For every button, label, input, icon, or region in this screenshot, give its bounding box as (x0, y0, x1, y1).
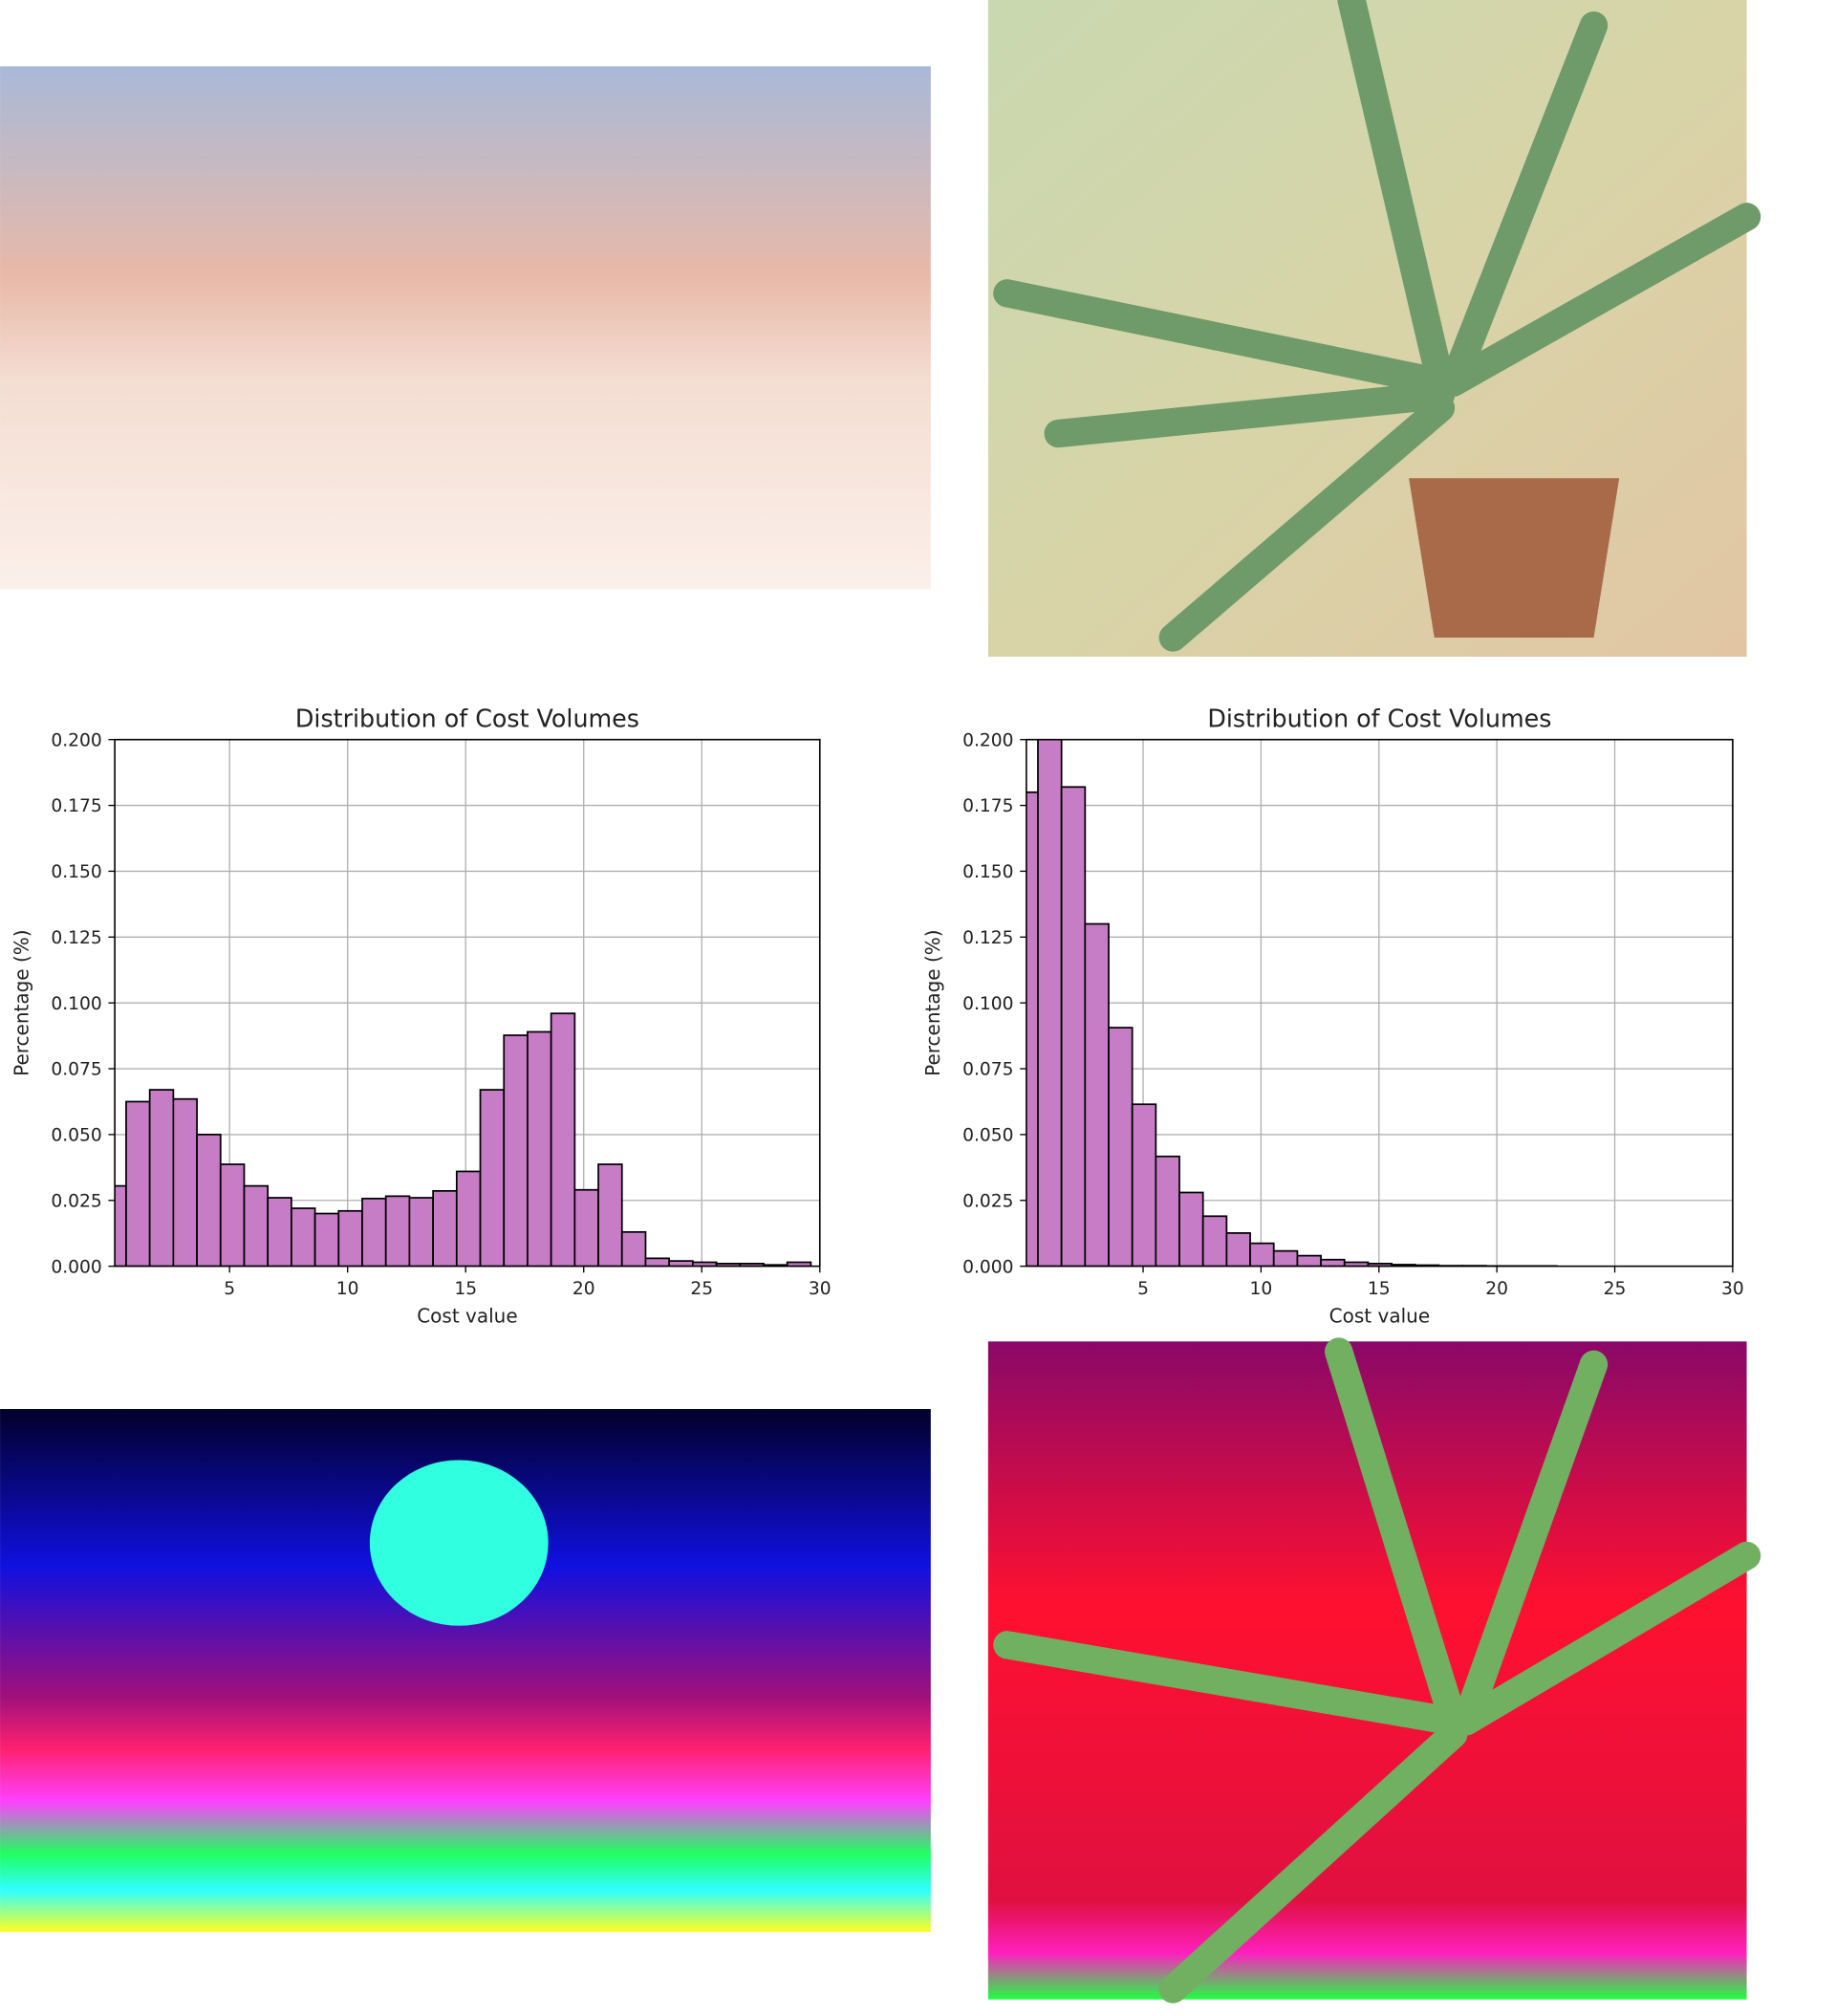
bar (1274, 1251, 1298, 1267)
x-tick-label: 15 (454, 1279, 477, 1299)
y-tick-label: 0.200 (962, 730, 1013, 750)
bar (1226, 1233, 1250, 1267)
bar (126, 1101, 150, 1266)
y-axis-label: Percentage (%) (10, 929, 32, 1075)
bar (645, 1258, 669, 1266)
bar (173, 1099, 197, 1267)
bar (338, 1211, 362, 1267)
bar (1321, 1260, 1345, 1267)
y-tick-label: 0.025 (962, 1191, 1013, 1211)
y-axis-label: Percentage (%) (921, 929, 944, 1075)
y-tick-label: 0.175 (962, 796, 1013, 816)
bar (1062, 787, 1086, 1266)
bar (362, 1199, 386, 1267)
y-tick-label: 0.075 (51, 1060, 101, 1080)
bar (574, 1190, 598, 1267)
bar (268, 1198, 292, 1267)
bar (1250, 1244, 1274, 1267)
bar (315, 1214, 339, 1267)
x-axis-label: Cost value (417, 1304, 517, 1327)
x-tick-label: 20 (572, 1279, 595, 1299)
y-tick-label: 0.125 (51, 928, 101, 948)
x-tick-label: 5 (1137, 1279, 1149, 1299)
bar (528, 1031, 551, 1266)
bar (409, 1198, 433, 1267)
y-tick-label: 0.075 (962, 1060, 1013, 1080)
x-tick-label: 5 (224, 1279, 235, 1299)
chart-title: Distribution of Cost Volumes (1207, 704, 1551, 732)
bar (292, 1208, 315, 1267)
y-tick-label: 0.150 (51, 862, 101, 882)
bar (1203, 1216, 1227, 1266)
bar (622, 1232, 646, 1267)
x-tick-label: 25 (690, 1279, 713, 1299)
y-tick-label: 0.050 (962, 1126, 1013, 1146)
bars (1014, 726, 1557, 1267)
bar (1297, 1256, 1321, 1267)
photo-desert (0, 66, 931, 589)
bar (1179, 1192, 1203, 1266)
bar (1085, 924, 1109, 1267)
x-tick-label: 25 (1604, 1279, 1627, 1299)
x-tick-label: 30 (1721, 1279, 1744, 1299)
bar (1109, 1028, 1133, 1267)
bar (150, 1090, 174, 1267)
y-tick-label: 0.100 (962, 994, 1013, 1014)
bar (481, 1090, 505, 1267)
y-tick-label: 0.050 (51, 1126, 101, 1146)
y-tick-label: 0.000 (51, 1257, 101, 1277)
x-tick-label: 20 (1485, 1279, 1508, 1299)
y-tick-label: 0.125 (962, 928, 1013, 948)
y-tick-label: 0.200 (51, 730, 101, 750)
bar (386, 1196, 410, 1266)
bar (551, 1013, 575, 1266)
bar (197, 1135, 221, 1267)
y-tick-label: 0.000 (962, 1257, 1013, 1277)
bar (433, 1191, 457, 1267)
bar (669, 1261, 693, 1267)
x-tick-label: 10 (1250, 1279, 1273, 1299)
y-tick-label: 0.025 (51, 1191, 101, 1211)
bar (1156, 1157, 1179, 1267)
x-tick-label: 30 (809, 1279, 832, 1299)
y-tick-label: 0.175 (51, 796, 101, 816)
bar (221, 1164, 245, 1267)
chart-title: Distribution of Cost Volumes (295, 704, 639, 732)
bar (457, 1171, 481, 1266)
bar (504, 1035, 528, 1267)
x-axis-label: Cost value (1329, 1304, 1430, 1327)
x-tick-label: 10 (336, 1279, 359, 1299)
y-tick-label: 0.100 (51, 994, 101, 1014)
x-tick-label: 15 (1368, 1279, 1391, 1299)
bars (102, 1013, 810, 1266)
bar (244, 1186, 268, 1267)
bar (1133, 1104, 1156, 1266)
pot (1409, 478, 1619, 638)
bar (1038, 726, 1062, 1267)
bar (598, 1164, 622, 1267)
flow-flower (370, 1460, 549, 1625)
y-tick-label: 0.150 (962, 862, 1013, 882)
